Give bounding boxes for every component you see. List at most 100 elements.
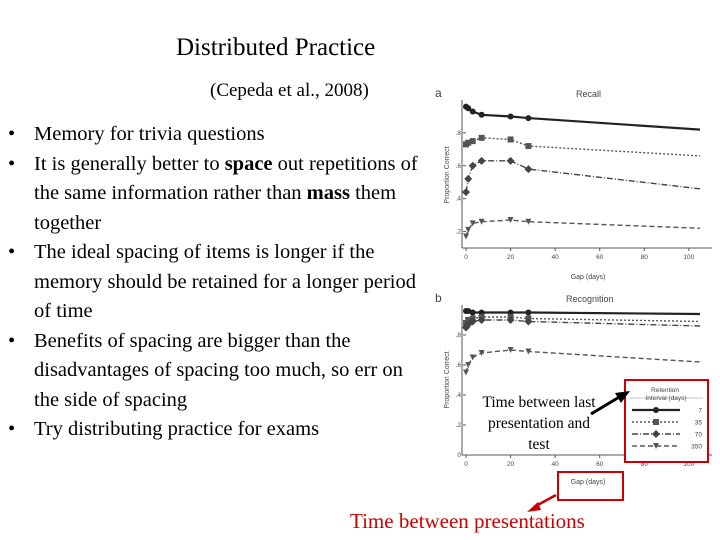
legend-label: 7 — [698, 408, 702, 415]
data-point-marker — [465, 139, 472, 146]
data-point-marker — [525, 115, 532, 122]
bullet-item: • Memory for trivia questions — [8, 120, 423, 150]
bullet-item: • It is generally better to space out re… — [8, 150, 423, 239]
legend-label: 35 — [695, 420, 703, 427]
bullet-item: • Try distributing practice for exams — [8, 415, 423, 445]
bullet-text: Benefits of spacing are bigger than the … — [34, 329, 403, 411]
y-tick-label: .2 — [456, 229, 462, 236]
annotation-gap: Time between presentations — [350, 509, 585, 533]
series-line-70 — [465, 160, 701, 193]
bullet-bold-text: space — [224, 152, 273, 175]
data-point-marker — [469, 220, 476, 227]
data-point-marker — [524, 165, 533, 174]
data-point-marker — [465, 226, 472, 233]
data-point-marker — [469, 354, 476, 361]
bullet-list: • Memory for trivia questions • It is ge… — [8, 120, 423, 445]
series-line-7 — [466, 309, 701, 316]
bullet-bold-text: mass — [306, 182, 350, 204]
bullet-dot: • — [8, 123, 16, 145]
data-point-marker — [464, 174, 473, 183]
data-point-marker — [506, 316, 515, 324]
data-point-marker — [653, 443, 659, 449]
bullet-dot: • — [8, 329, 16, 352]
data-point-marker — [463, 233, 469, 240]
data-point-marker — [465, 362, 472, 368]
y-axis-label: Proportion Correct — [444, 146, 451, 203]
bullet-text: Memory for trivia questions — [34, 123, 265, 145]
y-tick-label: .4 — [456, 196, 462, 203]
data-point-marker — [463, 369, 469, 376]
data-point-marker — [469, 309, 476, 316]
data-point-marker — [478, 350, 485, 356]
axis-ticks-recognition: 0 20 40 60 80 100 0 .2 .4 .6 .8 — [456, 332, 695, 468]
bullet-text: It is generally better to — [34, 152, 225, 175]
data-point-marker — [506, 156, 515, 165]
legend-entries: 7 35 70 350 — [632, 407, 702, 451]
bullet-dot: • — [8, 241, 16, 263]
data-point-marker — [507, 347, 514, 353]
bullet-text: them together — [34, 182, 397, 234]
data-point-marker — [653, 419, 659, 425]
gap-label-highlight-box — [557, 471, 624, 501]
data-point-marker — [525, 309, 532, 316]
red-arrow-head — [527, 502, 541, 512]
data-point-marker — [507, 113, 514, 120]
data-point-marker — [507, 136, 514, 143]
recognition-series — [462, 308, 701, 376]
data-point-marker — [462, 188, 470, 197]
data-point-marker — [525, 218, 532, 225]
x-tick-label: 80 — [641, 461, 649, 468]
recall-series — [462, 103, 701, 240]
y-tick-label: .8 — [456, 130, 462, 137]
bullet-text: Try distributing practice for exams — [34, 418, 320, 440]
x-tick-label: 100 — [683, 461, 694, 468]
black-arrow-shaft — [590, 394, 622, 416]
series-line-35 — [465, 137, 701, 157]
data-point-marker — [652, 430, 660, 438]
legend-label: 350 — [691, 444, 702, 451]
x-tick-label: 40 — [552, 254, 560, 261]
series-line-350 — [465, 219, 701, 237]
data-point-marker — [477, 156, 486, 165]
bullet-text: out repetitions of the same information … — [34, 152, 418, 205]
x-tick-label: 60 — [596, 461, 604, 468]
bullet-dot: • — [8, 418, 16, 440]
study-figure: a Recall b Recognition Proportion Correc… — [435, 86, 712, 512]
data-point-marker — [465, 317, 472, 323]
data-point-marker — [524, 317, 533, 326]
y-tick-label: .6 — [456, 362, 462, 369]
data-point-marker — [478, 218, 485, 225]
bullet-item: • Benefits of spacing are bigger than th… — [8, 327, 423, 416]
annotation-retention-interval: Time between last presentation and test — [482, 394, 596, 453]
y-tick-label: .8 — [456, 332, 462, 339]
data-point-marker — [468, 161, 477, 170]
y-tick-label: .4 — [456, 392, 462, 399]
bullet-item: • The ideal spacing of items is longer i… — [8, 238, 423, 327]
x-tick-label: 60 — [596, 254, 604, 261]
data-point-marker — [469, 108, 476, 115]
data-point-marker — [525, 348, 532, 355]
black-arrow-head — [615, 391, 630, 403]
y-tick-label: .6 — [456, 163, 462, 170]
data-point-marker — [478, 134, 485, 141]
legend-label: 70 — [695, 432, 703, 439]
data-point-marker — [465, 105, 472, 112]
series-line-7 — [465, 105, 701, 131]
data-point-marker — [468, 317, 477, 326]
series-line-350 — [465, 349, 701, 373]
bullet-text: The ideal spacing of items is longer if … — [34, 241, 416, 322]
x-tick-label: 100 — [683, 254, 694, 261]
y-tick-label: .2 — [456, 422, 462, 429]
x-tick-label: 0 — [464, 461, 468, 468]
legend-title: Retention Interval (days) — [645, 387, 686, 402]
slide-title: Distributed Practice — [176, 34, 376, 61]
data-point-marker — [477, 316, 486, 324]
legend-title-line: Interval (days) — [645, 395, 686, 402]
axis-ticks-recall: 0 20 40 60 80 100 .2 .4 .6 .8 — [456, 130, 695, 261]
x-axis-label: Gap (days) — [571, 479, 606, 486]
data-point-marker — [507, 217, 514, 224]
legend-title-line: Retention — [651, 387, 679, 394]
x-tick-label: 40 — [552, 461, 560, 468]
x-tick-label: 20 — [507, 461, 515, 468]
data-point-marker — [525, 143, 532, 150]
